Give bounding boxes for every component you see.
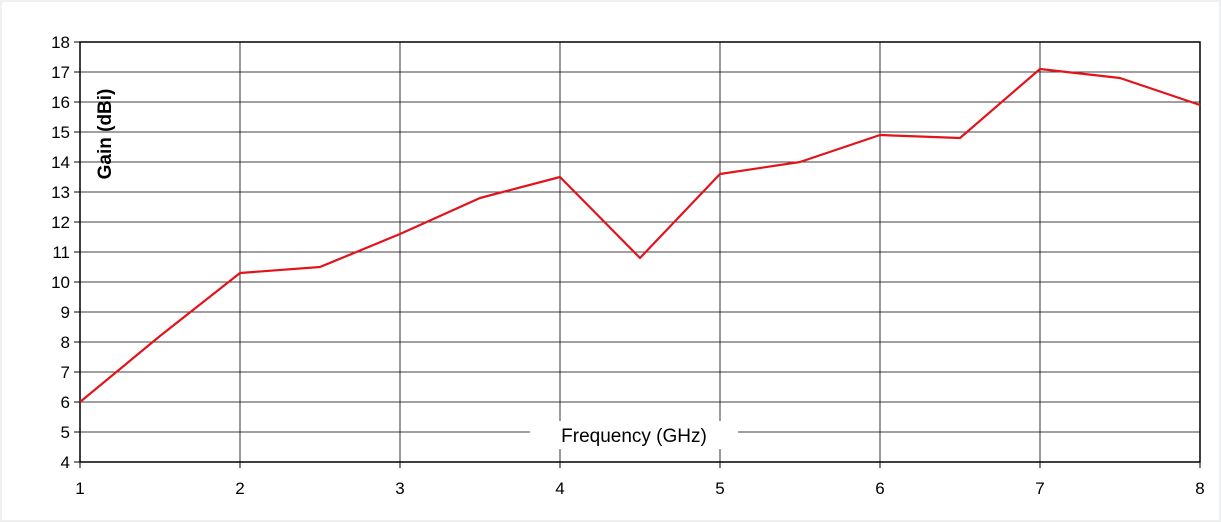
gain-series-line bbox=[79, 67, 1201, 403]
x-tick-label: 4 bbox=[555, 479, 564, 498]
gain-data-point bbox=[558, 175, 562, 179]
gain-data-point bbox=[1038, 67, 1042, 71]
series-layer bbox=[78, 67, 1202, 404]
gain-data-point bbox=[718, 172, 722, 176]
x-axis-title: Frequency (GHz) bbox=[561, 426, 707, 447]
y-tick-label: 16 bbox=[51, 93, 70, 112]
gain-data-point bbox=[318, 265, 322, 269]
y-tick-label: 11 bbox=[52, 243, 70, 262]
gain-data-point bbox=[398, 232, 402, 236]
gain-data-point bbox=[958, 136, 962, 140]
x-tick-label: 1 bbox=[75, 479, 84, 498]
x-tick-label: 7 bbox=[1035, 479, 1044, 498]
gain-data-point bbox=[638, 256, 642, 260]
y-tick-label: 4 bbox=[61, 453, 70, 472]
gain-data-point bbox=[158, 334, 162, 338]
grid-lines bbox=[79, 41, 1201, 463]
x-tick-label: 8 bbox=[1195, 479, 1204, 498]
gain-data-point bbox=[238, 271, 242, 275]
y-tick-label: 7 bbox=[61, 363, 70, 382]
gain-data-point bbox=[78, 400, 82, 404]
y-tick-label: 8 bbox=[61, 333, 70, 352]
y-axis-title: Gain (dBi) bbox=[95, 89, 116, 180]
x-tick-label: 3 bbox=[395, 479, 404, 498]
gain-data-point bbox=[478, 196, 482, 200]
y-tick-label: 6 bbox=[61, 393, 70, 412]
y-tick-label: 5 bbox=[61, 423, 70, 442]
gain-data-point bbox=[1118, 76, 1122, 80]
tick-marks bbox=[74, 41, 1201, 468]
y-tick-label: 12 bbox=[51, 213, 70, 232]
y-tick-label: 13 bbox=[51, 183, 70, 202]
y-tick-label: 15 bbox=[51, 123, 70, 142]
gain-data-point bbox=[1198, 103, 1202, 107]
y-tick-label: 17 bbox=[51, 63, 70, 82]
gain-data-point bbox=[878, 133, 882, 137]
y-tick-label: 14 bbox=[51, 153, 70, 172]
y-tick-label: 9 bbox=[61, 303, 70, 322]
y-tick-label: 18 bbox=[51, 33, 70, 52]
x-tick-label: 2 bbox=[235, 479, 244, 498]
gain-data-point bbox=[798, 160, 802, 164]
x-tick-label: 6 bbox=[875, 479, 884, 498]
x-axis-title-background bbox=[530, 421, 738, 449]
y-tick-label: 10 bbox=[51, 273, 70, 292]
x-tick-label: 5 bbox=[715, 479, 724, 498]
